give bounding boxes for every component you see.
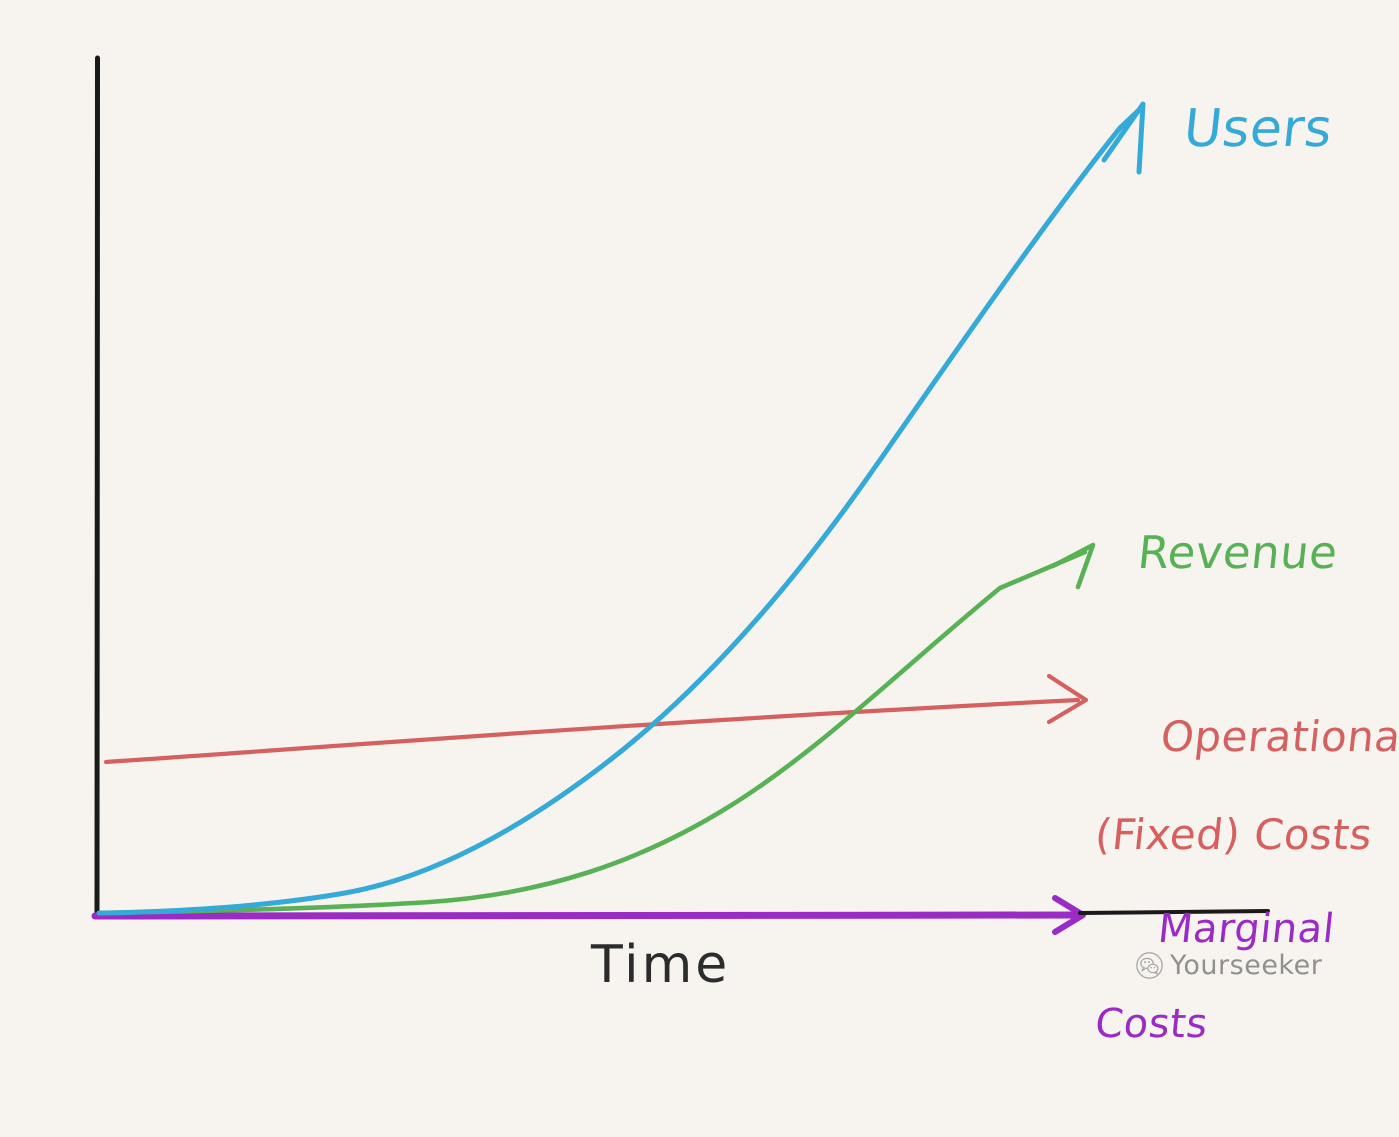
x-axis-label: Time xyxy=(591,935,731,995)
marginal-costs-label-line1: Marginal xyxy=(1155,905,1337,952)
watermark: Yourseeker xyxy=(1136,950,1322,981)
series-label-marginal-costs: Marginal Costs xyxy=(1084,862,1342,1137)
operational-costs-label-line1: Operational xyxy=(1158,712,1399,762)
sketch-canvas: Users Revenue Operational (Fixed) Costs … xyxy=(91,55,1399,1048)
marginal-costs-label-line2: Costs xyxy=(1092,1001,1211,1048)
watermark-text: Yourseeker xyxy=(1170,950,1323,981)
marginal-costs-line xyxy=(91,911,1082,920)
users-curve xyxy=(96,105,1144,916)
operational-costs-line xyxy=(103,697,1081,765)
operational-costs-arrowhead xyxy=(1046,673,1089,725)
revenue-curve xyxy=(96,549,1088,916)
chart-drawing xyxy=(91,55,1270,935)
wechat-icon xyxy=(1136,952,1163,979)
y-axis xyxy=(94,55,100,918)
revenue-arrowhead xyxy=(1050,542,1096,590)
marginal-label-underline xyxy=(1078,909,1270,915)
users-arrowhead xyxy=(1101,101,1146,175)
marginal-costs-arrowhead xyxy=(1052,895,1086,935)
series-label-revenue: Revenue xyxy=(1135,526,1341,579)
operational-costs-label-line2: (Fixed) Costs xyxy=(1092,810,1375,860)
series-label-users: Users xyxy=(1180,99,1336,159)
